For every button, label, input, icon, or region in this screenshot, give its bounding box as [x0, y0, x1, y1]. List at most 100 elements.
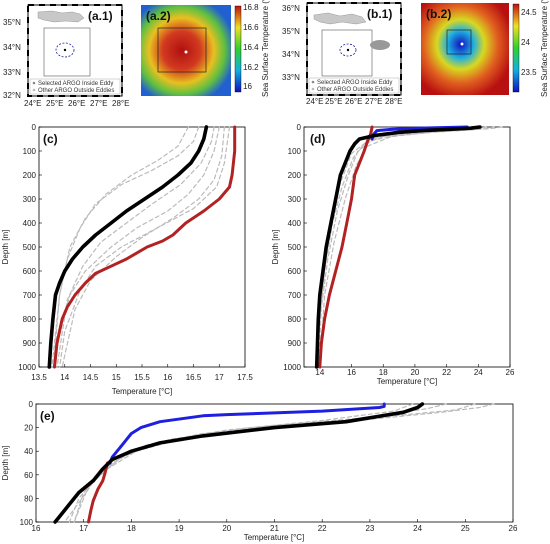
chart-c-ticks: 13.5 14 14.5 15 15.5 16 16.5 17 17.5 0 100 200 300 40… — [18, 123, 253, 382]
lon-tick-b1-1: 25°E — [325, 97, 342, 106]
chart-d-ytick-0: 0 — [297, 123, 302, 132]
chart-c-label: (c) — [43, 132, 58, 146]
sst-map-b2 — [421, 3, 509, 95]
chart-d-xtick-3: 20 — [410, 368, 419, 377]
chart-c-series-outside-1 — [53, 125, 237, 369]
cb-tick-a2-4: 16 — [243, 82, 252, 91]
legend-b1-0: Selected ARGO Inside Eddy — [317, 80, 392, 86]
crete-island-b1 — [313, 12, 367, 25]
chart-c-series-selected-0 — [47, 125, 209, 369]
other-eddies-b1 — [370, 40, 390, 50]
chart-c-ytick-4: 400 — [23, 219, 37, 228]
chart-e-label: (e) — [40, 409, 55, 423]
chart-c-series — [47, 125, 237, 369]
lon-tick-b1-2: 26°E — [345, 97, 362, 106]
chart-e-ytick-5: 100 — [20, 518, 34, 527]
chart-c-xtick-5: 16 — [163, 373, 172, 382]
chart-c-ytick-8: 800 — [23, 315, 37, 324]
legend-a1: Selected ARGO Inside Eddy Other ARGO Out… — [29, 78, 121, 95]
eddy-box-b1 — [321, 29, 373, 77]
lat-tick-a1-0: 35°N — [3, 18, 21, 27]
chart-e-ylabel: Depth [m] — [1, 446, 10, 481]
lon-tick-a1-0: 24°E — [24, 99, 41, 108]
chart-c-ytick-3: 300 — [23, 195, 37, 204]
cb-tick-a2-0: 16.8 — [243, 3, 259, 12]
chart-d-frame — [303, 126, 511, 368]
chart-d-ytick-10: 1000 — [283, 363, 301, 372]
cb-label-b2: Sea Surface Temperature (°C) — [540, 0, 549, 97]
chart-c-ytick-0: 0 — [32, 123, 37, 132]
lat-tick-b1-0: 36°N — [282, 4, 300, 13]
lon-tick-a1-4: 28°E — [112, 99, 129, 108]
chart-d-series-outside-1 — [318, 125, 374, 369]
chart-d-ytick-2: 200 — [288, 171, 302, 180]
chart-d-xtick-0: 14 — [315, 368, 324, 377]
cb-tick-b2-2: 23.5 — [521, 68, 537, 77]
lat-tick-a1-1: 34°N — [3, 43, 21, 52]
chart-c-series-others-4 — [61, 126, 225, 368]
lon-tick-a1-1: 25°E — [46, 99, 63, 108]
chart-d-series-others-5 — [319, 126, 503, 368]
chart-e-series-others-4 — [73, 403, 447, 523]
chart-c-ytick-6: 600 — [23, 267, 37, 276]
chart-d-ytick-9: 900 — [288, 339, 302, 348]
chart-d-ytick-6: 600 — [288, 267, 302, 276]
legend-b1-1: Other ARGO Outside Eddies — [317, 87, 393, 93]
chart-e-xtick-7: 23 — [365, 524, 374, 533]
chart-e-ytick-1: 20 — [24, 424, 33, 433]
chart-c-xtick-4: 15.5 — [134, 373, 150, 382]
sst-box-a2 — [157, 27, 207, 73]
lat-tick-a1-2: 33°N — [3, 68, 21, 77]
chart-e-series — [53, 402, 495, 524]
selected-argo-point-a2 — [184, 50, 188, 54]
legend-a1-0: Selected ARGO Inside Eddy — [38, 81, 113, 87]
cb-label-a2: Sea Surface Temperature (°C) — [261, 0, 270, 97]
panel-a1-map: (a.1) 35°N 34°N 33°N 32°N 24°E 25°E 26°E… — [3, 4, 129, 108]
chart-c: 13.5 14 14.5 15 15.5 16 16.5 17 17.5 0 100 200 300 40… — [1, 123, 253, 396]
lat-tick-b1-2: 34°N — [282, 50, 300, 59]
chart-e-xtick-0: 16 — [32, 524, 41, 533]
chart-d-ytick-8: 800 — [288, 315, 302, 324]
chart-e-ticks: 16 17 18 19 20 21 22 23 24 25 26 0 20 40 60 80 100 — [20, 400, 518, 533]
legend-a1-1: Other ARGO Outside Eddies — [38, 88, 114, 94]
chart-d-ytick-3: 300 — [288, 195, 302, 204]
chart-c-series-others-3 — [52, 126, 200, 368]
chart-e-series-others-3 — [68, 403, 476, 523]
sst-box-b2 — [446, 29, 472, 55]
chart-e-xtick-8: 24 — [413, 524, 422, 533]
chart-d-xlabel: Temperature [°C] — [377, 377, 438, 386]
lon-tick-b1-4: 28°E — [385, 97, 402, 106]
panel-b2-sst: (b.2) 24.5 24 23.5 Sea Surface Temperatu… — [421, 0, 549, 97]
chart-d-ytick-1: 100 — [288, 147, 302, 156]
panel-label-a2: (a.2) — [146, 9, 171, 23]
colorbar-a2 — [234, 5, 242, 93]
chart-e-ytick-2: 40 — [24, 447, 33, 456]
chart-d-ytick-5: 500 — [288, 243, 302, 252]
legend-b1: Selected ARGO Inside Eddy Other ARGO Out… — [308, 77, 400, 94]
chart-e-series-others-6 — [63, 403, 414, 523]
lat-tick-b1-3: 33°N — [282, 73, 300, 82]
selected-argo-point-b1 — [346, 48, 350, 52]
cb-tick-b2-0: 24.5 — [521, 8, 537, 17]
chart-c-ylabel: Depth [m] — [1, 230, 10, 265]
lat-tick-b1-1: 35°N — [282, 27, 300, 36]
map-border-dash-b1 — [306, 2, 402, 96]
chart-e-xlabel: Temperature [°C] — [244, 533, 305, 542]
panel-a2-sst: (a.2) 16.8 16.6 16.4 16.2 16 Sea Surface… — [141, 0, 270, 97]
chart-d-ylabel: Depth [m] — [271, 230, 280, 265]
cb-tick-a2-2: 16.4 — [243, 43, 259, 52]
eddy-box-a1 — [43, 27, 91, 77]
panel-label-b1: (b.1) — [367, 7, 392, 21]
chart-e-ytick-4: 80 — [24, 494, 33, 503]
chart-e-ytick-3: 60 — [24, 471, 33, 480]
chart-e-xtick-6: 22 — [318, 524, 327, 533]
colorbar-b2 — [512, 3, 520, 93]
panel-label-b2: (b.2) — [426, 7, 451, 21]
chart-e-xtick-5: 21 — [270, 524, 279, 533]
cb-tick-a2-3: 16.2 — [243, 63, 259, 72]
eddy-contour-b1 — [339, 43, 357, 57]
chart-d-xtick-5: 24 — [474, 368, 483, 377]
eddy-contour-a1 — [55, 42, 75, 58]
chart-e-series-others-5 — [73, 403, 495, 523]
chart-e-series-surface-2 — [108, 402, 386, 465]
